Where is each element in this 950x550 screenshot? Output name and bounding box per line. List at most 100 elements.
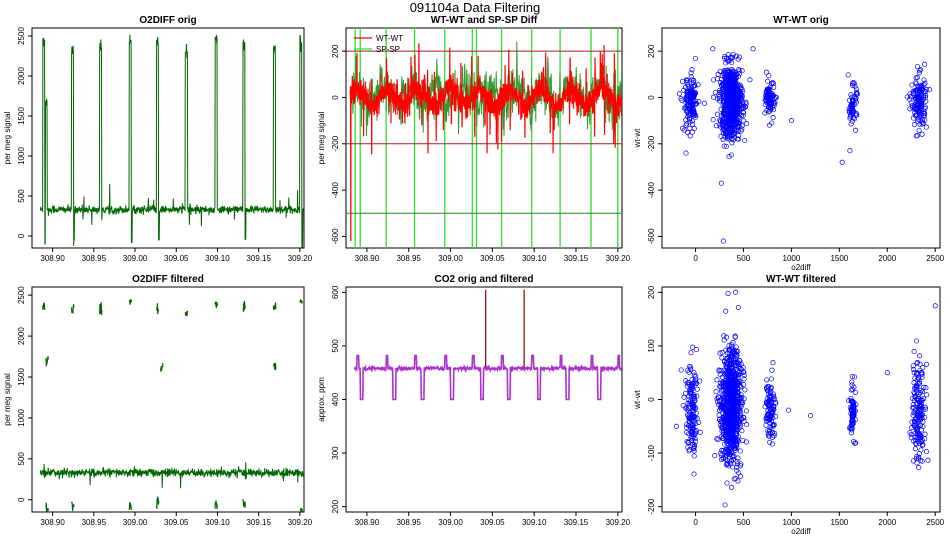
scatter-point bbox=[714, 377, 720, 383]
scatter-point bbox=[723, 384, 729, 390]
scatter-point bbox=[693, 347, 699, 353]
o2diff-low-segment bbox=[214, 500, 218, 510]
scatter-point bbox=[695, 82, 701, 88]
y-axis-label: approx. ppm bbox=[317, 377, 326, 422]
y-tick-label: 200 bbox=[331, 499, 340, 513]
y-tick-label: 1000 bbox=[17, 408, 26, 426]
scatter-point bbox=[688, 83, 694, 89]
scatter-point bbox=[914, 360, 920, 366]
scatter-point bbox=[730, 131, 736, 137]
scatter-point bbox=[852, 83, 858, 89]
scatter-point bbox=[922, 80, 928, 86]
scatter-point bbox=[907, 106, 913, 112]
scatter-point bbox=[910, 405, 916, 411]
scatter-point bbox=[710, 117, 716, 123]
scatter-point bbox=[768, 400, 774, 406]
scatter-point-outlier bbox=[678, 367, 684, 373]
scatter-point bbox=[919, 374, 925, 380]
scatter-point bbox=[734, 461, 740, 467]
scatter-point bbox=[923, 124, 929, 130]
scatter-point bbox=[910, 115, 917, 121]
scatter-point-outlier bbox=[788, 118, 794, 124]
scatter-point bbox=[849, 80, 855, 86]
y-axis-label: wt-wt bbox=[633, 389, 642, 409]
scatter-point bbox=[740, 414, 747, 420]
scatter-point bbox=[724, 398, 731, 404]
scatter-point bbox=[919, 100, 925, 106]
scatter-point bbox=[849, 118, 855, 124]
scatter-point bbox=[688, 364, 694, 370]
scatter-point bbox=[730, 71, 736, 77]
scatter-point bbox=[722, 371, 728, 377]
scatter-point bbox=[701, 100, 708, 106]
scatter-point bbox=[911, 122, 917, 128]
scatter-point bbox=[724, 438, 730, 444]
scatter-point bbox=[679, 97, 685, 103]
scatter-point bbox=[737, 409, 743, 415]
scatter-point bbox=[683, 405, 689, 411]
scatter-point bbox=[691, 448, 697, 454]
scatter-point bbox=[768, 388, 774, 394]
scatter-point bbox=[765, 109, 771, 115]
scatter-point bbox=[736, 133, 742, 139]
scatter-point bbox=[744, 121, 750, 127]
scatter-point bbox=[729, 84, 735, 90]
scatter-point bbox=[688, 366, 694, 372]
scatter-point bbox=[692, 90, 699, 97]
scatter-point bbox=[689, 377, 695, 383]
y-tick-label: -400 bbox=[647, 182, 656, 199]
scatter-point bbox=[734, 100, 741, 107]
scatter-point bbox=[728, 407, 734, 413]
scatter-point bbox=[721, 431, 727, 437]
scatter-point bbox=[738, 461, 744, 467]
scatter-point bbox=[913, 441, 919, 447]
scatter-point bbox=[690, 101, 696, 107]
scatter-point-outlier bbox=[884, 370, 890, 376]
scatter-point bbox=[689, 384, 695, 390]
scatter-point bbox=[768, 376, 774, 382]
scatter-point bbox=[727, 418, 733, 424]
x-tick-label: 309.10 bbox=[522, 254, 547, 263]
scatter-point bbox=[924, 87, 930, 93]
x-tick-label: 500 bbox=[737, 254, 751, 263]
scatter-point bbox=[918, 66, 924, 73]
scatter-point bbox=[852, 93, 858, 100]
scatter-point bbox=[717, 87, 723, 94]
scatter-point bbox=[733, 414, 739, 420]
y-tick-label: 100 bbox=[647, 339, 656, 353]
y-tick-label: 2500 bbox=[17, 286, 26, 304]
x-tick-label: 309.00 bbox=[123, 518, 148, 527]
scatter-point bbox=[921, 113, 927, 119]
y-tick-label: -600 bbox=[647, 228, 656, 245]
x-tick-label: 309.10 bbox=[522, 518, 547, 527]
plot-area bbox=[39, 34, 304, 248]
scatter-point bbox=[739, 428, 745, 434]
x-tick-label: 308.95 bbox=[82, 518, 107, 527]
scatter-point bbox=[720, 379, 726, 385]
scatter-point bbox=[723, 414, 729, 420]
scatter-point bbox=[679, 78, 686, 84]
scatter-point bbox=[764, 377, 770, 383]
scatter-point bbox=[773, 414, 779, 420]
scatter-point bbox=[917, 353, 923, 359]
scatter-point bbox=[917, 417, 923, 423]
scatter-point bbox=[921, 77, 927, 83]
o2diff-upper-segment bbox=[214, 301, 218, 309]
scatter-point bbox=[743, 408, 749, 414]
scatter-point bbox=[720, 81, 726, 87]
x-tick-label: 309.20 bbox=[606, 518, 631, 527]
y-tick-label: 1500 bbox=[17, 368, 26, 386]
scatter-point bbox=[735, 56, 741, 62]
scatter-point bbox=[732, 70, 738, 76]
x-tick-label: 308.90 bbox=[355, 254, 380, 263]
y-tick-label: -600 bbox=[331, 228, 340, 245]
scatter-point bbox=[720, 124, 726, 130]
x-tick-label: 0 bbox=[693, 518, 698, 527]
scatter-point bbox=[727, 377, 733, 383]
scatter-point bbox=[735, 478, 741, 484]
scatter-point bbox=[770, 407, 776, 413]
x-tick-label: 308.90 bbox=[40, 254, 65, 263]
scatter-point bbox=[714, 399, 720, 405]
scatter-point bbox=[770, 423, 776, 429]
x-tick-label: 309.00 bbox=[438, 254, 463, 263]
